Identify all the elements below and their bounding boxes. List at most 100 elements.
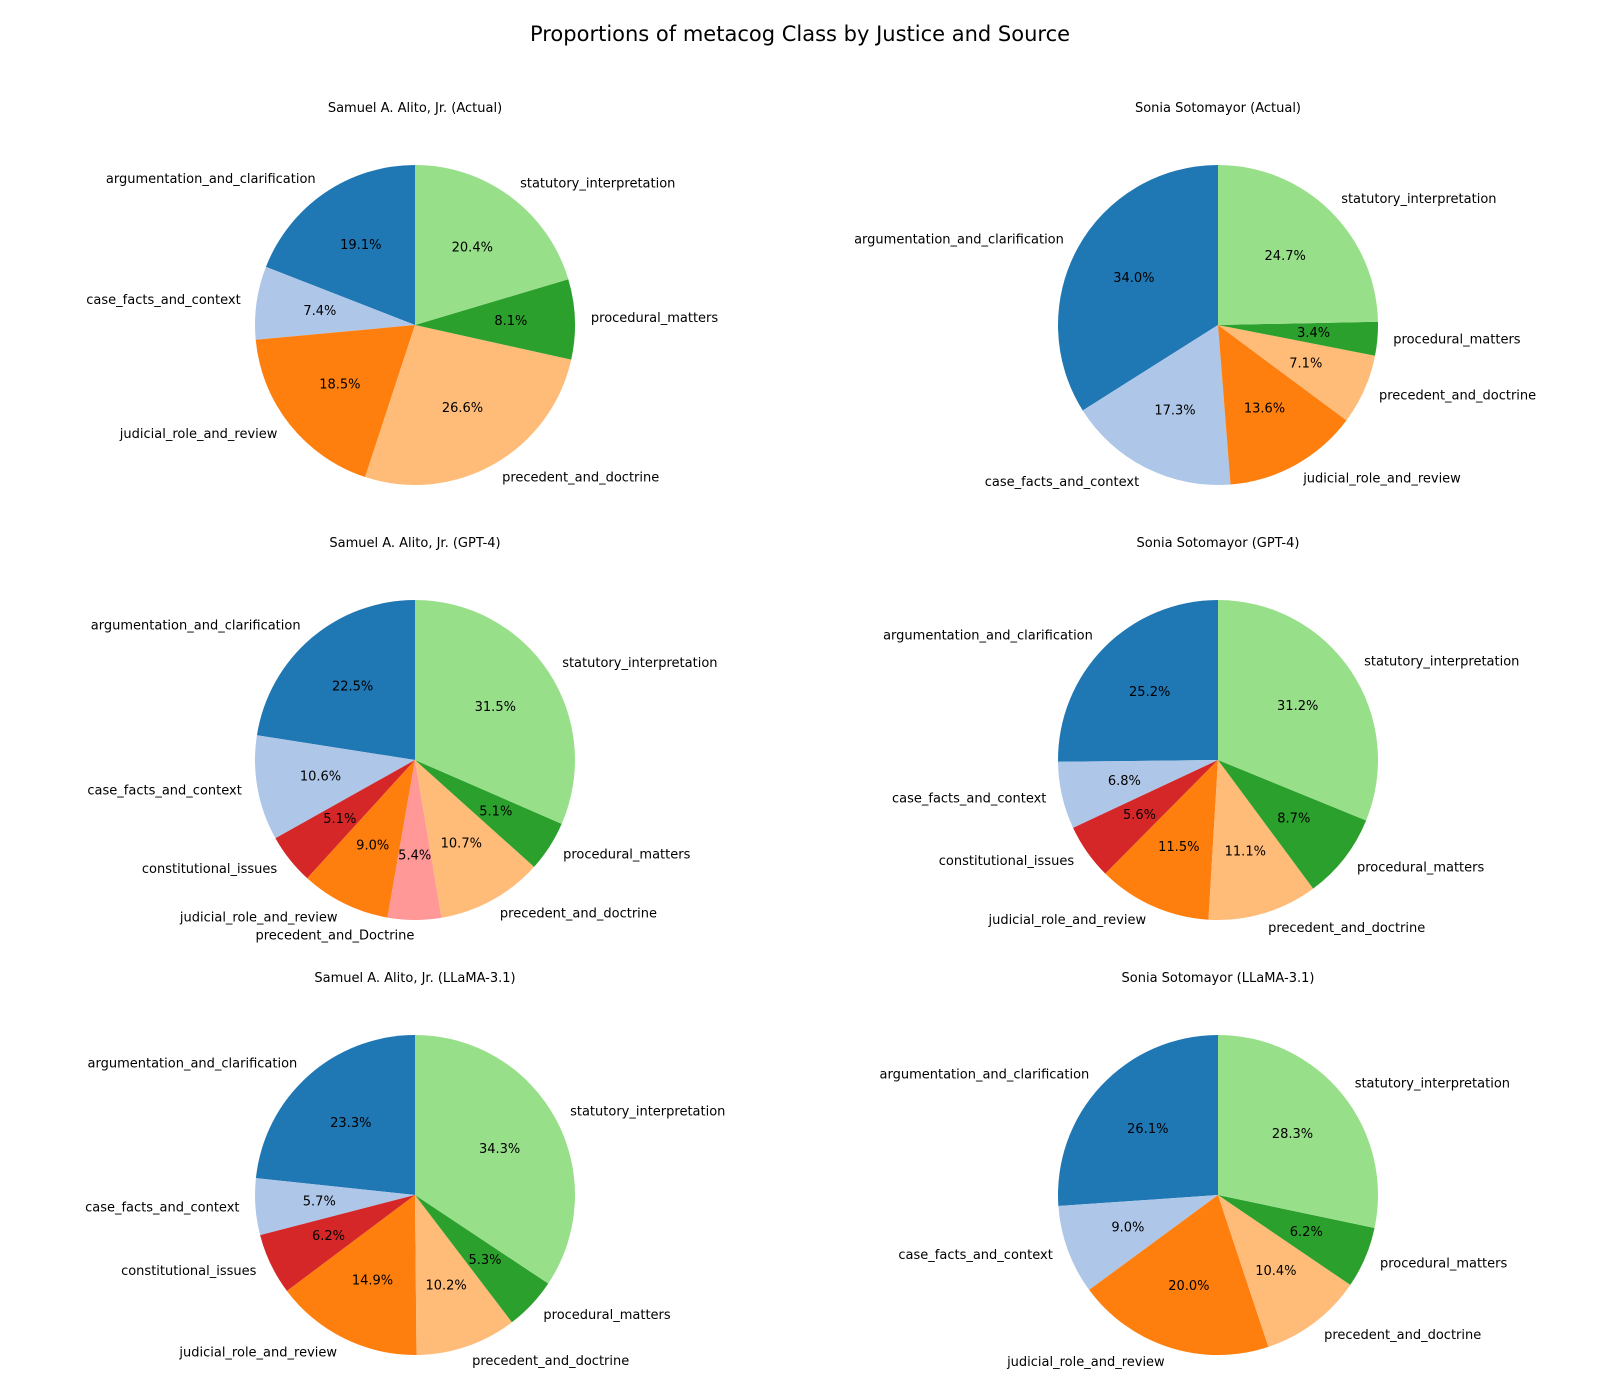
pie-slice-case_facts_and_context: [255, 266, 415, 340]
pie-slice-statutory_interpretation: [415, 165, 569, 325]
slice-label: judicial_role_and_review: [178, 1345, 337, 1360]
pie-title: Samuel A. Alito, Jr. (Actual): [328, 101, 502, 116]
pct-label: 7.4%: [303, 304, 336, 319]
slice-label: judicial_role_and_review: [1302, 472, 1461, 487]
slice-label: precedent_and_doctrine: [1324, 1328, 1481, 1343]
pct-label: 10.7%: [441, 837, 482, 852]
pct-label: 5.4%: [398, 849, 431, 864]
pie-slice-case_facts_and_context: [255, 1178, 415, 1236]
pie-slice-procedural_matters: [415, 1195, 549, 1323]
slice-label: judicial_role_and_review: [119, 427, 278, 442]
pct-label: 5.6%: [1123, 808, 1156, 823]
pie-slice-judicial_role_and_review: [1218, 325, 1347, 485]
pct-label: 23.3%: [330, 1116, 371, 1131]
pie-slice-precedent_and_doctrine: [1208, 760, 1314, 921]
slice-label: statutory_interpretation: [1341, 192, 1496, 207]
pie-slice-statutory_interpretation: [1218, 165, 1378, 325]
pie-chart-3: Samuel A. Alito, Jr. (GPT-4): [254, 536, 575, 920]
slice-label: argumentation_and_clarification: [88, 1057, 298, 1072]
pie-slice-argumentation_and_clarification: [256, 600, 415, 760]
pct-label: 6.2%: [1290, 1225, 1323, 1240]
slice-label: precedent_and_doctrine: [500, 907, 657, 922]
slice-label: procedural_matters: [591, 311, 718, 326]
pie-slice-precedent_and_doctrine: [1218, 325, 1376, 421]
slice-label: procedural_matters: [1380, 1256, 1507, 1271]
pie-slice-judicial_role_and_review: [286, 1195, 417, 1355]
pie-slice-precedent_and_Doctrine: [387, 760, 442, 920]
pie-slice-procedural_matters: [1218, 321, 1379, 356]
pie-slice-argumentation_and_clarification: [1058, 600, 1218, 762]
pie-chart-6: Sonia Sotomayor (LLaMA-3.1): [1057, 971, 1378, 1356]
slice-label: statutory_interpretation: [562, 656, 717, 671]
pie-slice-case_facts_and_context: [1058, 760, 1218, 828]
slice-label: case_facts_and_context: [86, 293, 240, 308]
slice-label: argumentation_and_clarification: [880, 1067, 1090, 1082]
slice-label: argumentation_and_clarification: [91, 619, 301, 634]
pie-chart-4: Sonia Sotomayor (GPT-4): [1058, 536, 1378, 921]
slice-label: judicial_role_and_review: [179, 911, 338, 926]
pct-label: 13.6%: [1244, 402, 1285, 417]
pie-slice-judicial_role_and_review: [255, 325, 415, 478]
slice-label: procedural_matters: [1357, 861, 1484, 876]
pct-label: 10.4%: [1255, 1264, 1296, 1279]
pct-label: 26.6%: [442, 401, 483, 416]
pie-slice-case_facts_and_context: [1058, 1195, 1218, 1290]
pct-label: 11.5%: [1158, 840, 1199, 855]
pie-slice-procedural_matters: [1218, 1195, 1375, 1285]
pie-slice-procedural_matters: [415, 760, 562, 867]
slice-label: statutory_interpretation: [570, 1104, 725, 1119]
pct-label: 8.1%: [494, 314, 527, 329]
pie-title: Samuel A. Alito, Jr. (LLaMA-3.1): [314, 971, 515, 986]
pie-slice-precedent_and_doctrine: [1218, 1195, 1351, 1347]
slice-label: constitutional_issues: [121, 1264, 257, 1279]
pie-title: Sonia Sotomayor (Actual): [1135, 101, 1301, 116]
pie-slice-procedural_matters: [1218, 760, 1367, 889]
slice-label: statutory_interpretation: [1355, 1077, 1510, 1092]
pie-slice-statutory_interpretation: [415, 600, 575, 824]
pie-slice-constitutional_issues: [1073, 760, 1218, 874]
slice-label: judicial_role_and_review: [987, 913, 1146, 928]
pie-slice-judicial_role_and_review: [1105, 760, 1218, 920]
pie-chart-1: Samuel A. Alito, Jr. (Actual): [255, 101, 575, 486]
slice-label: case_facts_and_context: [898, 1248, 1052, 1263]
pct-label: 31.2%: [1277, 699, 1318, 714]
pct-label: 7.1%: [1289, 356, 1322, 371]
pct-label: 9.0%: [356, 839, 389, 854]
pct-label: 25.2%: [1129, 685, 1170, 700]
pct-label: 18.5%: [319, 377, 360, 392]
pct-label: 34.3%: [479, 1142, 520, 1157]
pie-slice-statutory_interpretation: [415, 1035, 575, 1284]
slice-label: argumentation_and_clarification: [106, 172, 316, 187]
pie-chart-5: Samuel A. Alito, Jr. (LLaMA-3.1): [255, 971, 575, 1355]
pie-slice-procedural_matters: [415, 279, 575, 360]
slice-label: constitutional_issues: [939, 854, 1075, 869]
slice-label: case_facts_and_context: [87, 784, 241, 799]
pie-slice-constitutional_issues: [275, 760, 415, 879]
pct-label: 28.3%: [1272, 1127, 1313, 1142]
slice-label: statutory_interpretation: [520, 176, 675, 191]
slice-label: precedent_and_Doctrine: [255, 929, 414, 944]
pie-slice-precedent_and_doctrine: [415, 760, 535, 918]
pie-title: Samuel A. Alito, Jr. (GPT-4): [329, 536, 500, 551]
slice-label: precedent_and_doctrine: [472, 1354, 629, 1369]
pie-slice-judicial_role_and_review: [1089, 1195, 1269, 1356]
pct-label: 6.8%: [1108, 774, 1141, 789]
pct-label: 5.3%: [468, 1253, 501, 1268]
pct-label: 8.7%: [1277, 811, 1310, 826]
pct-label: 31.5%: [475, 700, 516, 715]
pct-label: 22.5%: [332, 680, 373, 695]
pct-label: 26.1%: [1127, 1122, 1168, 1137]
pie-slice-judicial_role_and_review: [307, 760, 415, 918]
slice-label: procedural_matters: [543, 1308, 670, 1323]
slice-label: precedent_and_doctrine: [1379, 389, 1536, 404]
pct-label: 20.0%: [1168, 1279, 1209, 1294]
pie-title: Sonia Sotomayor (LLaMA-3.1): [1122, 971, 1315, 986]
slice-label: constitutional_issues: [142, 862, 278, 877]
pct-label: 17.3%: [1154, 403, 1195, 418]
pie-chart-2: Sonia Sotomayor (Actual): [1057, 101, 1379, 486]
pct-label: 19.1%: [340, 238, 381, 253]
pct-label: 20.4%: [452, 241, 493, 256]
pie-slice-precedent_and_doctrine: [415, 1195, 512, 1355]
pct-label: 11.1%: [1225, 845, 1266, 860]
